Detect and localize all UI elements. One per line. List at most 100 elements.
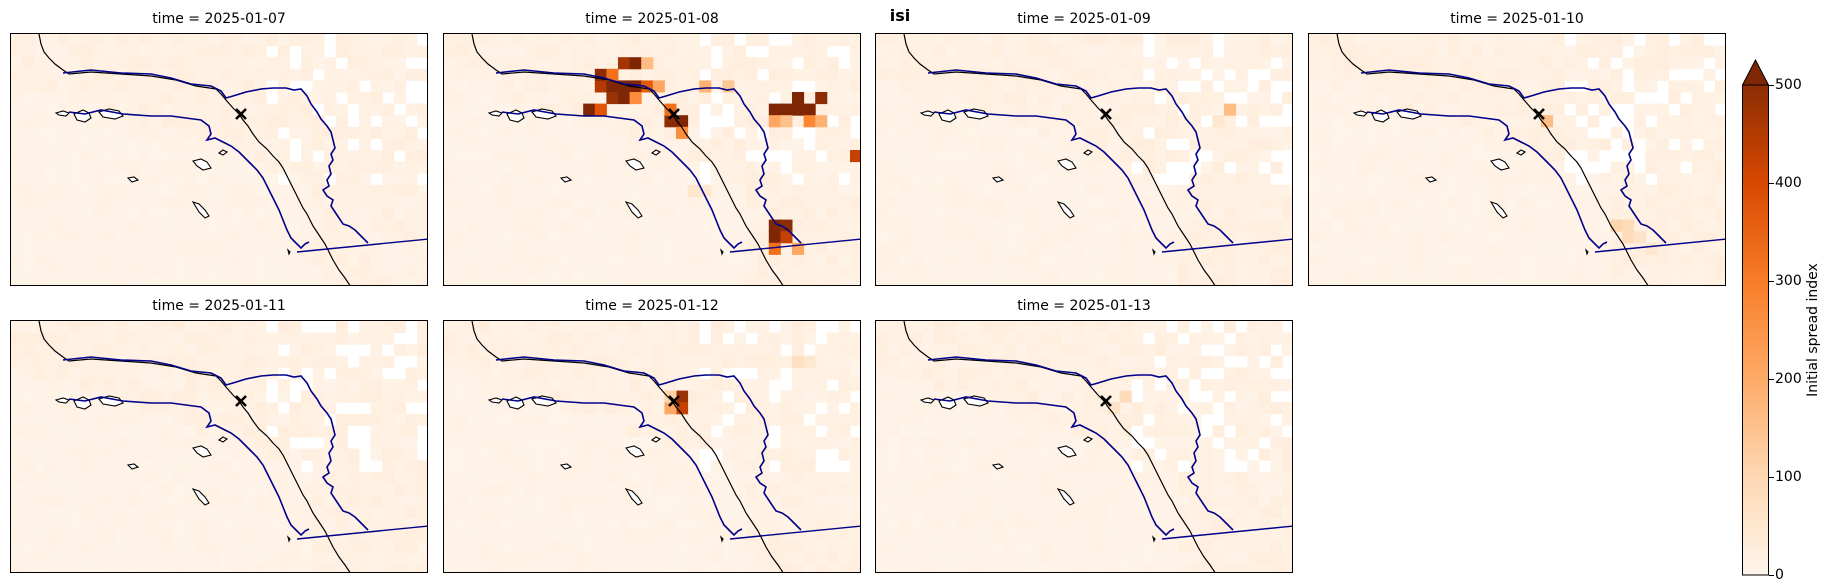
isi-grid-cell [45,332,58,345]
isi-grid-cell [185,402,198,415]
isi-grid-cell [664,344,677,357]
isi-grid-cell [1038,379,1051,392]
isi-grid-cell [1378,173,1391,186]
isi-grid-cell [618,254,631,267]
isi-grid-cell [710,184,723,197]
isi-grid-cell [1517,34,1530,47]
isi-grid-cell [335,379,348,392]
isi-grid-cell [1552,126,1565,139]
isi-grid-cell [1003,277,1016,285]
isi-grid-cell [254,219,267,232]
isi-grid-cell [1517,161,1530,174]
isi-grid-cell [1448,219,1461,232]
isi-grid-cell [138,367,151,380]
isi-grid-cell [370,390,383,403]
isi-grid-cell [266,518,279,531]
isi-grid-cell [1494,103,1507,116]
isi-grid-cell [161,518,174,531]
island-outline [719,248,724,256]
isi-grid-cell [57,553,70,566]
isi-grid-cell [393,495,406,508]
isi-grid-cell [1247,266,1260,279]
isi-grid-cell [513,332,526,345]
isi-grid-cell [780,390,793,403]
isi-grid-cell [1131,413,1144,426]
isi-grid-cell [196,344,209,357]
isi-grid-cell [277,138,290,151]
isi-grid-cell [1282,219,1292,232]
isi-grid-cell [1224,184,1237,197]
isi-grid-cell [405,34,418,47]
isi-grid-cell [826,208,839,221]
isi-grid-cell [1061,379,1074,392]
isi-grid-cell [1575,138,1588,151]
isi-grid-cell [478,196,491,209]
isi-grid-cell [1200,355,1213,368]
isi-grid-cell [583,196,596,209]
isi-grid-cell [792,413,805,426]
isi-grid-cell [910,390,923,403]
isi-grid-cell [138,277,151,285]
isi-grid-cell [115,564,128,572]
isi-grid-cell [722,242,735,255]
isi-grid-cell [815,45,828,58]
isi-grid-cell [219,126,232,139]
isi-grid-cell [1119,242,1132,255]
isi-grid-cell [219,367,232,380]
isi-grid-cell [1448,80,1461,93]
isi-grid-cell [231,413,244,426]
isi-grid-cell [1610,80,1623,93]
isi-grid-cell [1390,254,1403,267]
isi-grid-cell [710,529,723,542]
isi-grid-cell [45,103,58,116]
isi-grid-cell [1471,277,1484,285]
isi-grid-cell [1166,126,1179,139]
isi-grid-cell [1448,277,1461,285]
isi-grid-cell [1003,173,1016,186]
isi-grid-cell [173,460,186,473]
isi-grid-cell [1715,80,1725,93]
isi-grid-cell [676,413,689,426]
isi-grid-cell [548,196,561,209]
isi-grid-cell [150,57,163,70]
isi-grid-cell [103,413,116,426]
isi-grid-cell [850,541,860,554]
isi-grid-cell [243,208,256,221]
isi-grid-cell [876,45,889,58]
isi-grid-cell [1084,402,1097,415]
isi-grid-cell [301,553,314,566]
isi-grid-cell [803,161,816,174]
isi-grid-cell [1258,277,1271,285]
isi-grid-cell [382,390,395,403]
isi-grid-cell [1610,173,1623,186]
isi-grid-cell [173,92,186,105]
isi-grid-cell [127,266,140,279]
isi-grid-cell [502,460,515,473]
isi-grid-cell [629,541,642,554]
isi-grid-cell [1258,80,1271,93]
isi-grid-cell [359,126,372,139]
isi-grid-cell [359,495,372,508]
isi-grid-cell [455,506,468,519]
isi-grid-cell [1073,45,1086,58]
isi-grid-cell [1119,208,1132,221]
isi-grid-cell [934,254,947,267]
isi-grid-cell [1633,242,1646,255]
isi-grid-cell [1599,254,1612,267]
isi-grid-cell [710,471,723,484]
isi-grid-cell [103,126,116,139]
isi-grid-cell [1343,68,1356,81]
isi-grid-cell [444,150,457,163]
isi-grid-cell [899,344,912,357]
isi-grid-cell [1166,80,1179,93]
isi-grid-cell [1108,425,1121,438]
isi-grid-cell [583,34,596,47]
isi-grid-cell [676,460,689,473]
isi-grid-cell [887,57,900,70]
isi-grid-cell [850,138,860,151]
isi-grid-cell [1517,68,1530,81]
isi-grid-cell [618,277,631,285]
isi-grid-cell [710,437,723,450]
isi-grid-cell [347,541,360,554]
isi-grid-cell [467,541,480,554]
